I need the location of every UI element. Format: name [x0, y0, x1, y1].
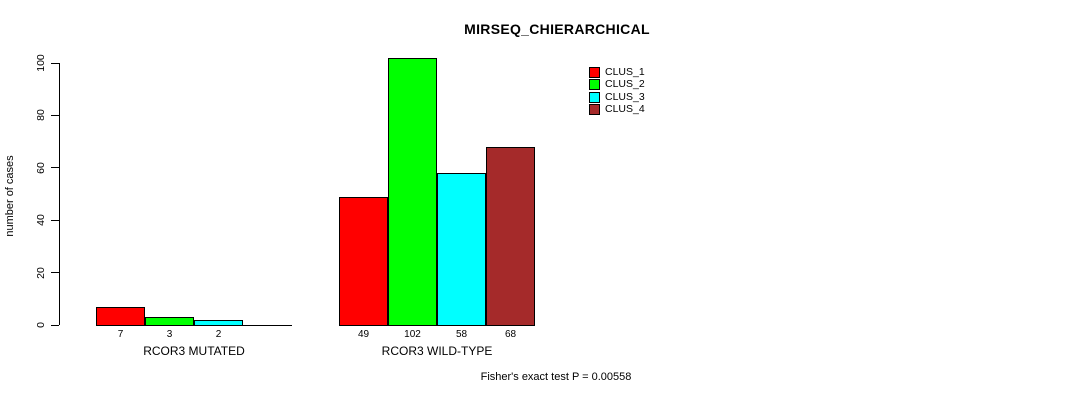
- legend-label: CLUS_2: [605, 78, 645, 91]
- y-axis-line: [59, 63, 61, 325]
- legend-swatch-clus_4: [589, 104, 600, 116]
- group-label: RCOR3 WILD-TYPE: [381, 344, 493, 358]
- bar-value-label: 102: [404, 329, 421, 340]
- bar-value-label: 7: [117, 329, 124, 340]
- y-tick-label: 20: [35, 266, 47, 279]
- bar-clus_4: [486, 147, 535, 326]
- stat-annotation: Fisher's exact test P = 0.00558: [480, 371, 632, 383]
- legend-label: CLUS_3: [605, 90, 645, 103]
- y-axis-label: number of cases: [4, 155, 16, 237]
- y-tick-mark: [51, 219, 59, 221]
- bar-clus_2: [388, 58, 437, 326]
- y-tick-label: 100: [35, 54, 47, 72]
- y-tick-label: 40: [35, 214, 47, 227]
- y-tick-label: 60: [35, 161, 47, 174]
- legend-label: CLUS_1: [605, 66, 645, 78]
- legend-swatch-clus_1: [589, 67, 600, 78]
- group-label: RCOR3 MUTATED: [143, 344, 245, 358]
- legend-swatch-clus_2: [589, 79, 600, 91]
- bar-value-label: 2: [215, 329, 222, 340]
- y-tick-mark: [51, 167, 59, 169]
- y-tick-mark: [51, 272, 59, 274]
- y-tick-mark: [51, 62, 59, 64]
- bar-clus_2: [145, 317, 194, 326]
- chart-title: MIRSEQ_CHIERARCHICAL: [464, 21, 650, 37]
- legend-label: CLUS_4: [605, 103, 645, 116]
- legend-swatch-clus_3: [589, 91, 600, 103]
- bar-value-label: 58: [455, 329, 468, 340]
- bar-clus_1: [339, 197, 388, 326]
- bar-clus_3: [437, 173, 486, 326]
- bar-value-label: 49: [357, 329, 370, 340]
- y-tick-label: 0: [35, 322, 47, 328]
- y-tick-mark: [51, 324, 59, 326]
- bar-value-label: 3: [166, 329, 173, 340]
- bar-value-label: 68: [504, 329, 517, 340]
- bar-clus_1: [96, 307, 145, 326]
- y-tick-mark: [51, 114, 59, 117]
- bar-clus_3: [194, 320, 243, 326]
- y-tick-label: 80: [35, 109, 47, 122]
